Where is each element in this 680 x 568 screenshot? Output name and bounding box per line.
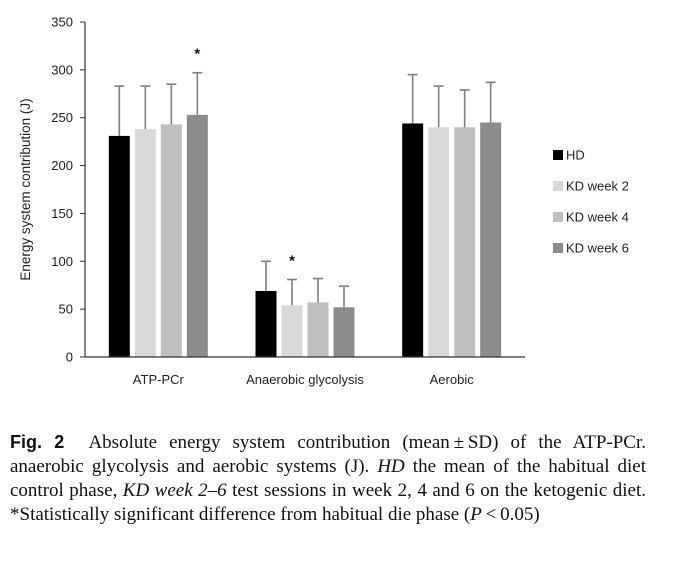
bar xyxy=(307,302,329,357)
y-tick-label: 350 xyxy=(51,15,73,30)
bar-chart: 0 50 100 150 200 250 300 350 ATP-PCr Anaerobic g… xyxy=(18,15,629,388)
y-axis-label: Energy system contribution (J) xyxy=(18,98,33,280)
legend-swatch xyxy=(553,150,563,160)
bar xyxy=(480,122,502,357)
y-tick-label: 0 xyxy=(66,350,73,365)
y-tick-label: 300 xyxy=(51,62,73,77)
significance-asterisk: * xyxy=(194,46,200,63)
bar xyxy=(428,127,450,358)
legend-swatch xyxy=(553,212,563,222)
y-tick-label: 50 xyxy=(59,302,73,317)
bar xyxy=(160,124,182,358)
figure-caption: Fig. 2 Absolute energy system contributi… xyxy=(10,430,646,527)
bar xyxy=(134,129,156,357)
y-tick-label: 200 xyxy=(51,158,73,173)
legend: HD KD week 2 KD week 4 KD week 6 xyxy=(553,148,629,256)
legend-label: HD xyxy=(566,148,585,163)
bar xyxy=(108,135,130,357)
y-tick-label: 150 xyxy=(51,206,73,221)
error-bars xyxy=(114,71,496,308)
bar xyxy=(255,290,277,357)
legend-label: KD week 2 xyxy=(566,179,629,194)
legend-label: KD week 4 xyxy=(566,210,629,225)
y-tick-label: 100 xyxy=(51,254,73,269)
legend-label: KD week 6 xyxy=(566,241,629,256)
significance-markers: ** xyxy=(194,46,295,270)
figure-label: Fig. 2 xyxy=(10,432,65,452)
bar xyxy=(186,114,208,357)
figure-caption-text: Absolute energy system contribution (mea… xyxy=(10,432,646,525)
x-tick-label: Aerobic xyxy=(430,372,475,387)
significance-asterisk: * xyxy=(289,252,295,269)
y-tick-label: 250 xyxy=(51,110,73,125)
x-tick-label: Anaerobic glycolysis xyxy=(246,372,364,387)
bar-series xyxy=(108,114,502,358)
bar xyxy=(333,307,355,357)
x-tick-label: ATP-PCr xyxy=(133,372,185,387)
y-axis-ticks: 0 50 100 150 200 250 300 350 xyxy=(51,15,85,365)
bar xyxy=(454,127,476,358)
category-labels: ATP-PCr Anaerobic glycolysis Aerobic xyxy=(133,372,474,387)
legend-swatch xyxy=(553,181,563,191)
axes xyxy=(84,22,525,358)
bar xyxy=(402,123,424,357)
legend-swatch xyxy=(553,243,563,253)
bar xyxy=(281,305,303,357)
